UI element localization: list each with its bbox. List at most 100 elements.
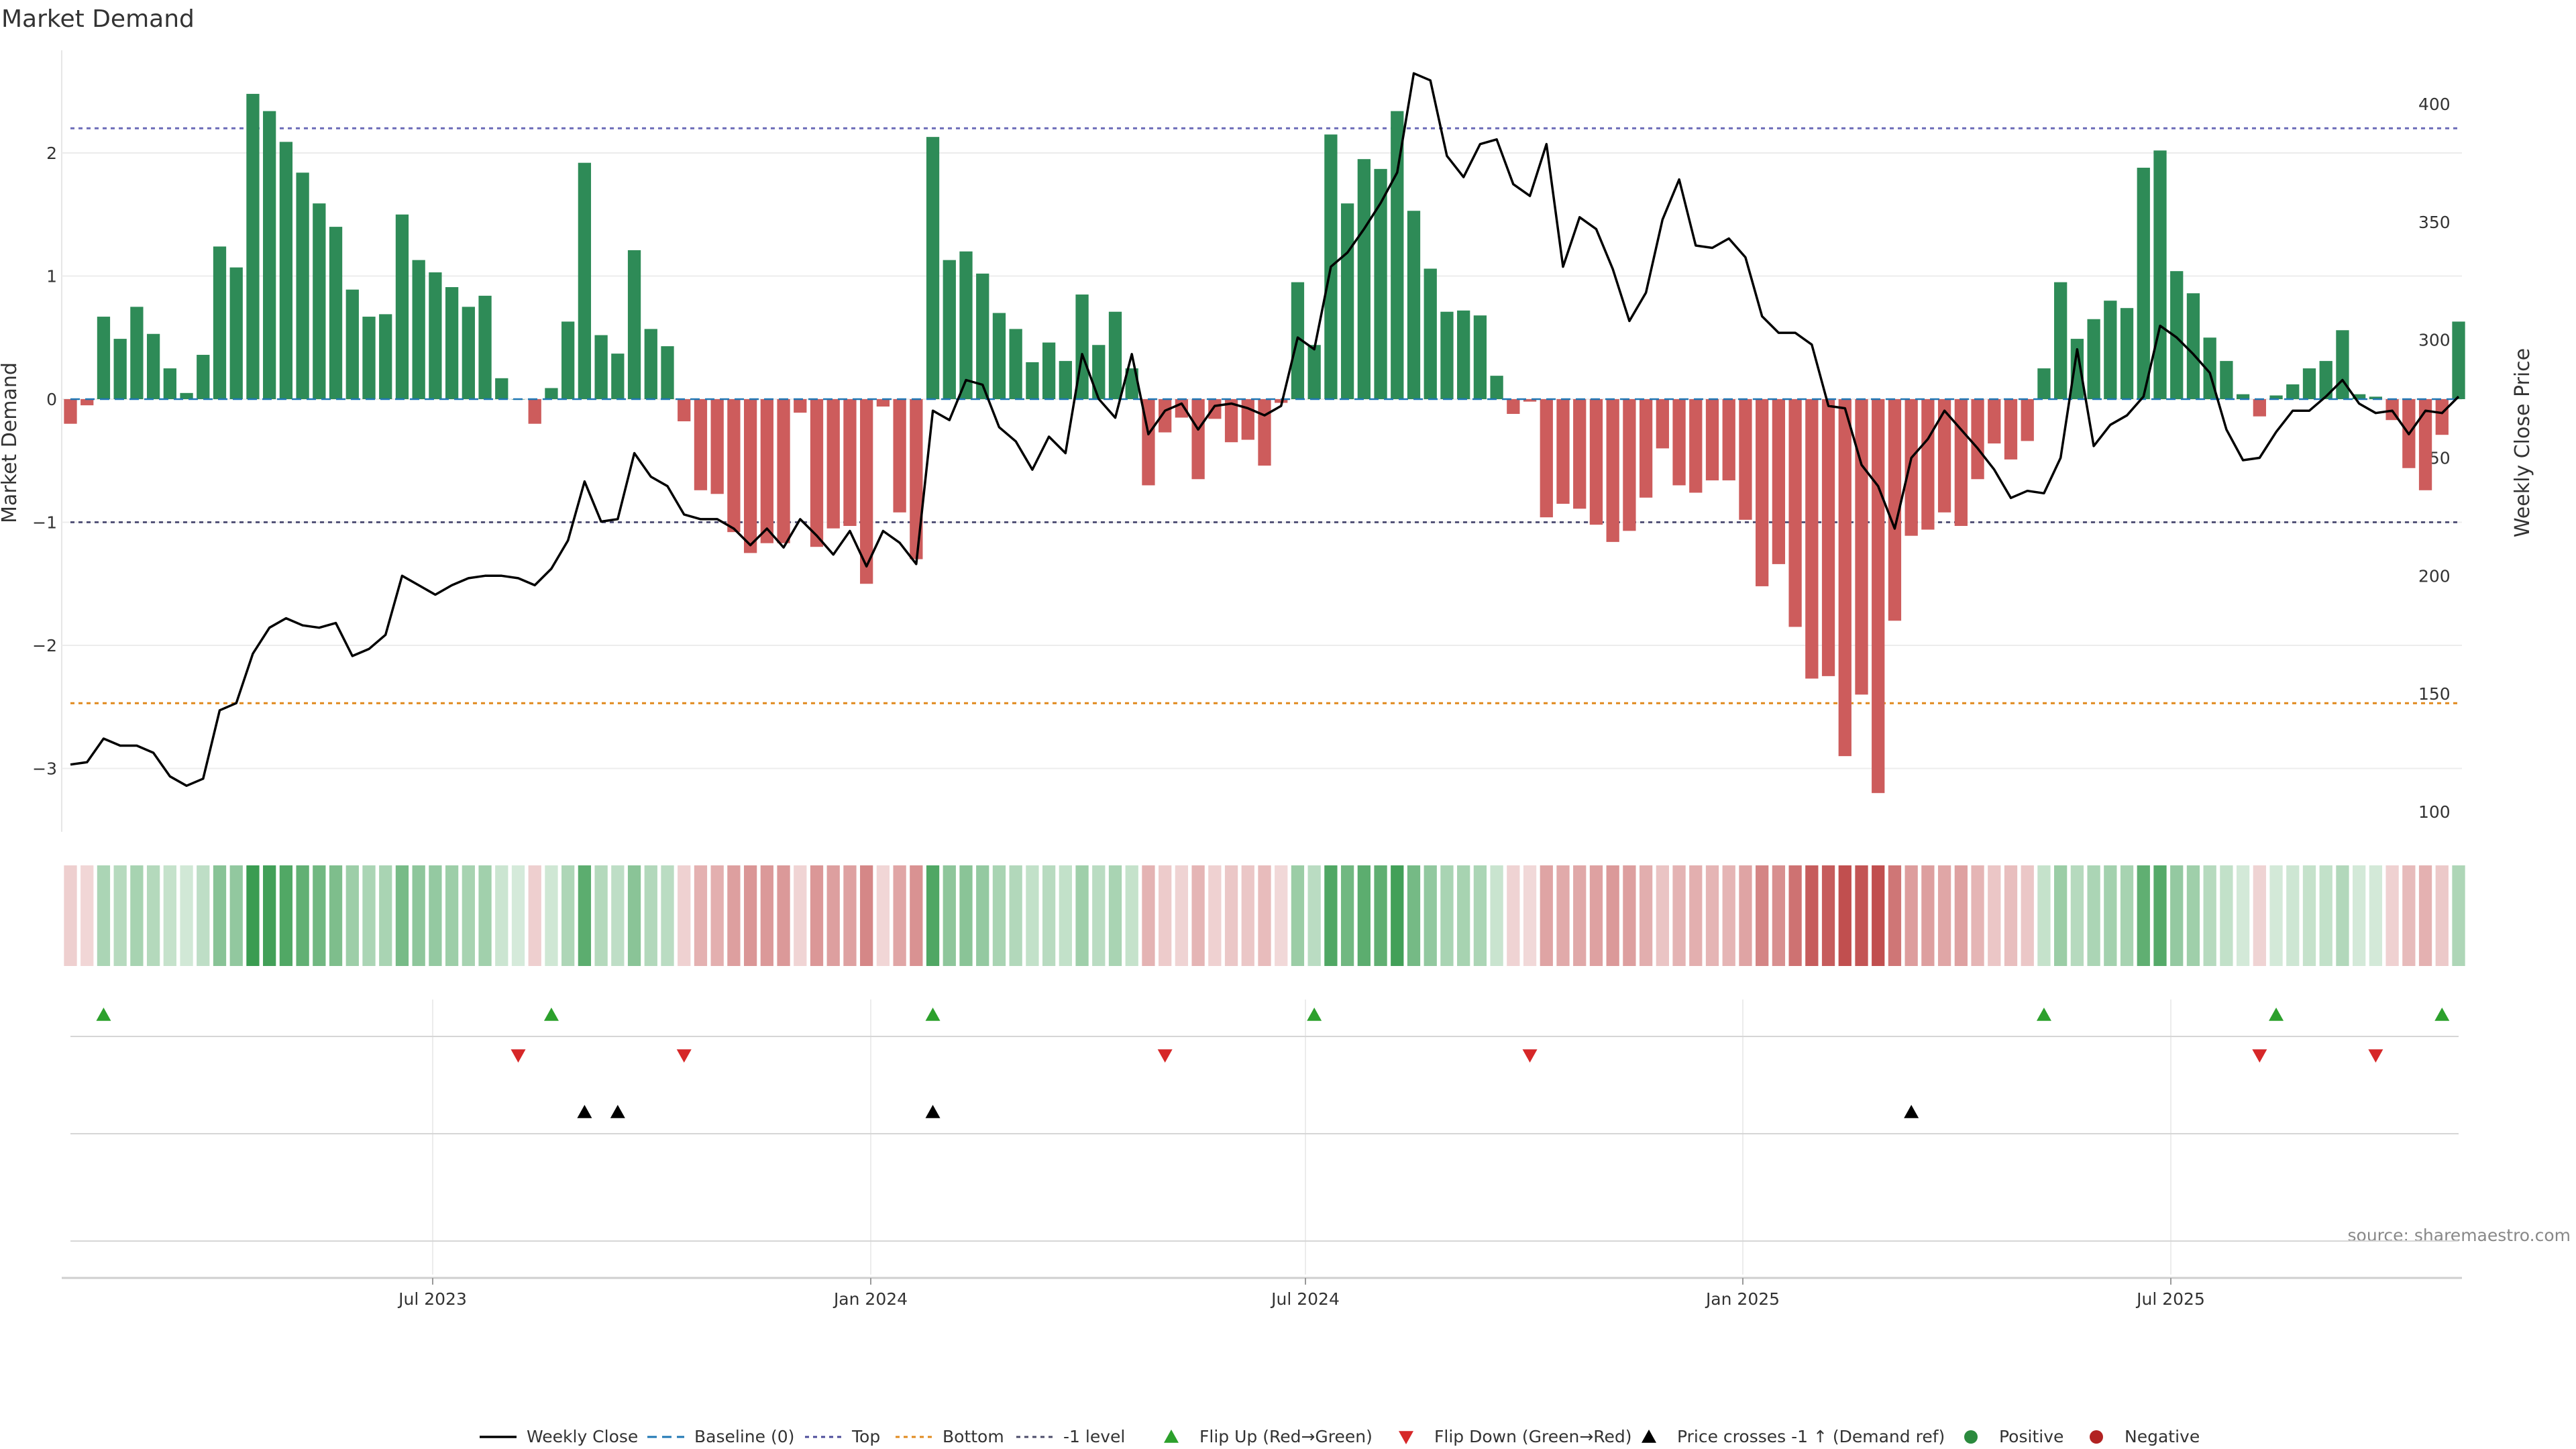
heat-strip-cell	[429, 865, 442, 966]
heat-strip-cell	[860, 865, 873, 966]
legend-swatch-dot	[2090, 1430, 2103, 1444]
demand-bar	[1855, 399, 1868, 695]
heat-strip-cell	[1258, 865, 1271, 966]
heat-strip-cell	[1374, 865, 1387, 966]
heat-strip-cell	[64, 865, 77, 966]
demand-bar	[1440, 311, 1454, 399]
heat-strip-cell	[1937, 865, 1951, 966]
demand-bar	[644, 329, 657, 399]
heat-strip-cell	[180, 865, 193, 966]
heat-strip-cell	[1241, 865, 1254, 966]
demand-bar	[843, 399, 857, 527]
demand-bar	[229, 267, 243, 399]
heat-strip-cell	[611, 865, 625, 966]
chart-title: Market Demand	[1, 5, 195, 33]
demand-bar	[213, 246, 227, 399]
demand-bar	[743, 399, 757, 553]
demand-bar	[2054, 282, 2068, 399]
heat-strip-cell	[1075, 865, 1089, 966]
heat-strip-cell	[97, 865, 111, 966]
heat-strip-cell	[2070, 865, 2084, 966]
demand-bar	[329, 227, 343, 399]
legend-label: Positive	[1999, 1427, 2063, 1446]
demand-bar	[710, 399, 724, 494]
heat-strip-cell	[113, 865, 127, 966]
demand-bar	[777, 399, 790, 543]
y-tick-label: 1	[46, 267, 57, 286]
demand-bar	[926, 137, 940, 399]
demand-bar	[1407, 211, 1421, 399]
heat-strip-cell	[445, 865, 459, 966]
heat-strip-cell	[2236, 865, 2250, 966]
demand-bar	[1340, 203, 1354, 399]
demand-bar	[976, 273, 989, 399]
demand-bar	[826, 399, 840, 529]
heat-strip-cell	[478, 865, 492, 966]
heat-strip-cell	[2104, 865, 2117, 966]
heat-strip-cell	[2302, 865, 2316, 966]
demand-bar	[1589, 399, 1603, 525]
heat-strip-cell	[1457, 865, 1470, 966]
heat-strip-cell	[2336, 865, 2349, 966]
heat-strip-cell	[1838, 865, 1851, 966]
demand-bar	[1175, 399, 1189, 418]
heat-strip-cell	[1722, 865, 1735, 966]
heat-strip-cell	[1772, 865, 1786, 966]
legend-label: -1 level	[1063, 1427, 1125, 1446]
legend-label: Flip Up (Red→Green)	[1199, 1427, 1373, 1446]
demand-bar	[727, 399, 741, 533]
demand-bar	[462, 307, 475, 399]
flip-down-marker	[511, 1049, 526, 1063]
heat-strip-cell	[1307, 865, 1321, 966]
heat-strip-cell	[1275, 865, 1288, 966]
demand-bar	[578, 162, 592, 399]
y-tick-label: −1	[32, 513, 57, 533]
demand-bar	[2087, 319, 2100, 399]
demand-bar	[1788, 399, 1802, 627]
heat-strip-cell	[910, 865, 923, 966]
demand-bar	[1258, 399, 1271, 466]
demand-bar	[1772, 399, 1786, 564]
demand-bar	[2286, 384, 2300, 399]
heat-strip-cell	[727, 865, 741, 966]
heat-strip-cell	[2353, 865, 2366, 966]
demand-bar	[97, 317, 111, 399]
demand-bar	[197, 354, 210, 399]
demand-bar	[992, 313, 1006, 399]
source-note: source: sharemaestro.com	[2348, 1226, 2571, 1245]
demand-bar	[2236, 394, 2250, 399]
demand-bar	[1904, 399, 1918, 536]
demand-bar	[794, 399, 807, 413]
y2-tick-label: 100	[2418, 802, 2451, 822]
heat-strip-cell	[1805, 865, 1819, 966]
demand-bar	[1672, 399, 1686, 486]
heat-strip-cell	[1391, 865, 1404, 966]
demand-bar	[130, 307, 144, 399]
demand-bar	[1224, 399, 1238, 443]
heat-strip-cell	[1142, 865, 1155, 966]
heat-strip-cell	[2037, 865, 2051, 966]
demand-bar	[943, 260, 956, 399]
flip-up-marker	[2434, 1008, 2450, 1021]
heat-strip-cell	[1059, 865, 1072, 966]
heat-strip-cell	[1821, 865, 1835, 966]
demand-bar	[2353, 394, 2366, 399]
y2-tick-label: 150	[2418, 684, 2451, 704]
flip-down-marker	[2368, 1049, 2383, 1063]
y2-axis-label: Weekly Close Price	[2511, 348, 2534, 537]
heat-strip-cell	[2153, 865, 2167, 966]
demand-bar	[959, 251, 973, 399]
demand-bar	[495, 378, 508, 399]
heat-strip-cell	[263, 865, 276, 966]
demand-bar	[64, 399, 77, 424]
demand-bar	[412, 260, 425, 399]
heat-strip-cell	[130, 865, 144, 966]
demand-bar	[2418, 399, 2432, 490]
heat-strip-cell	[2269, 865, 2283, 966]
demand-bar	[545, 388, 558, 399]
heat-strip-cell	[1175, 865, 1189, 966]
heat-strip-cell	[1855, 865, 1868, 966]
demand-bar	[1523, 399, 1537, 402]
demand-bar	[1988, 399, 2001, 444]
demand-bar	[1722, 399, 1735, 481]
